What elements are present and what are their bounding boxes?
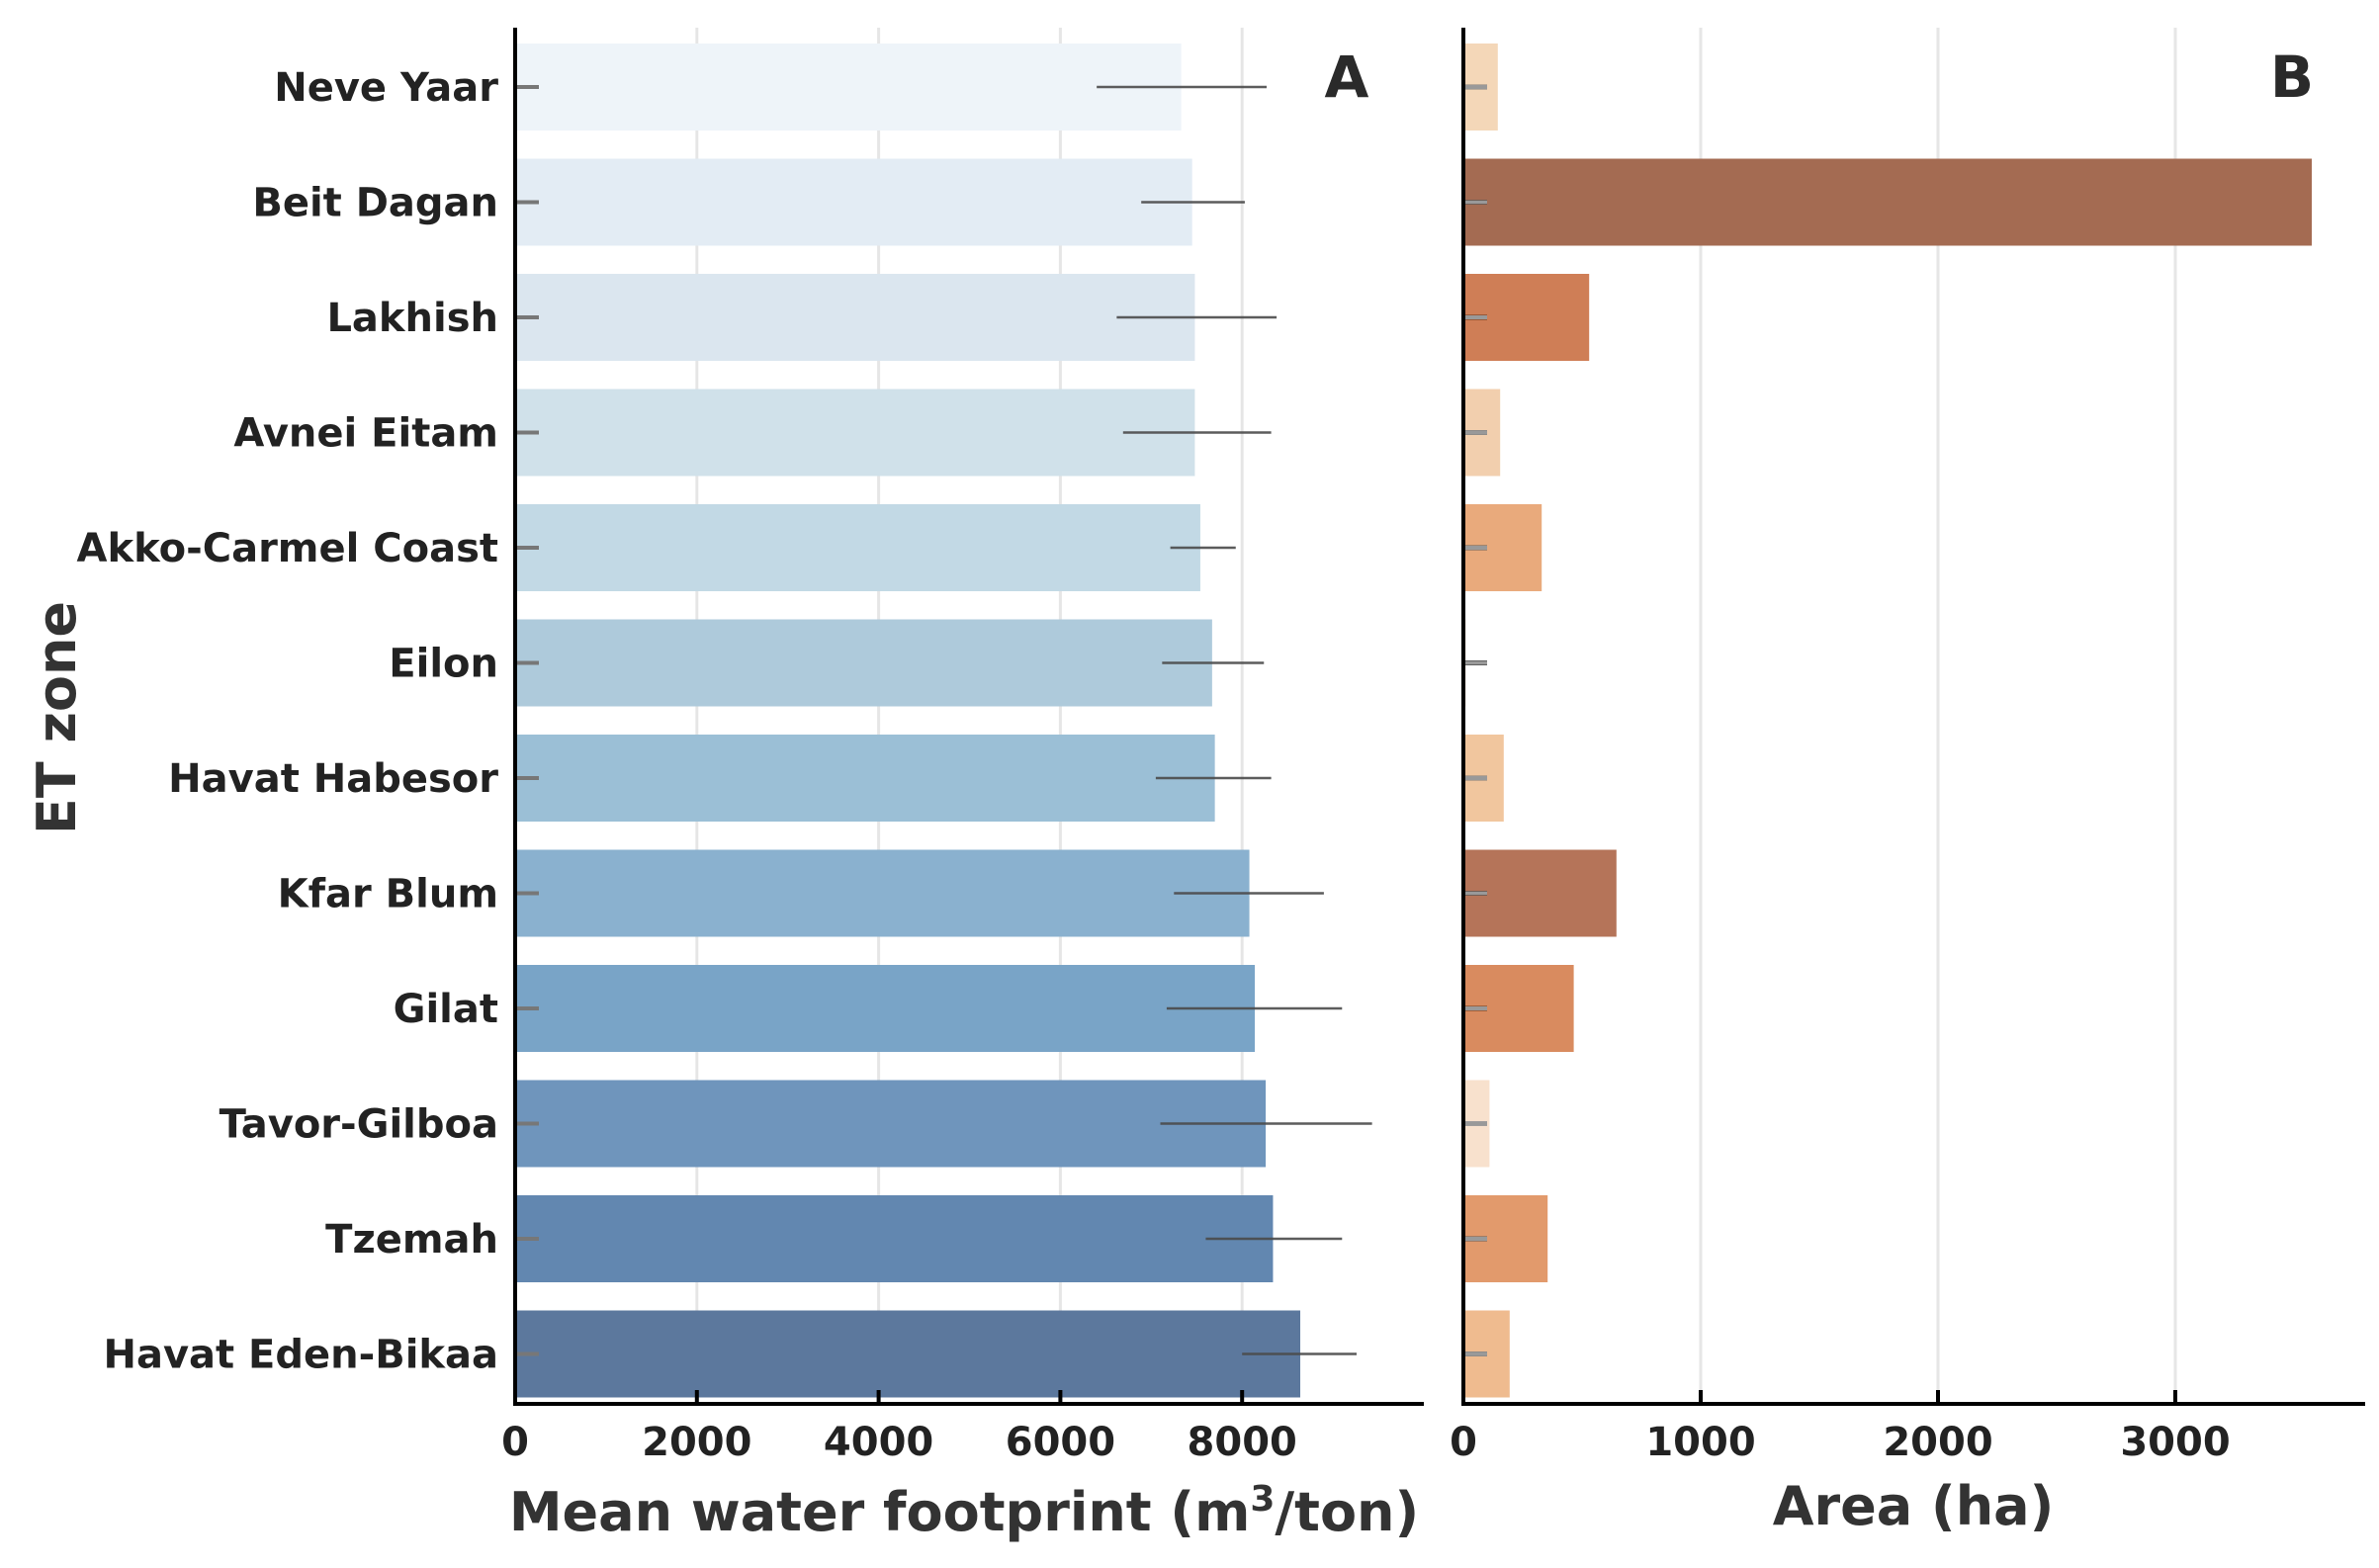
- category-label-tzemah: Tzemah: [325, 1217, 498, 1263]
- panel-a-bar-beit-dagan: [515, 158, 1192, 246]
- panel-a-category-labels: Neve Yaar Beit Dagan Lakhish Avnei Eitam Akk…: [77, 65, 499, 1378]
- panel-a-bar-neve-yaar: [515, 44, 1182, 131]
- panel-a-gridlines: [695, 28, 1244, 1404]
- panel-a-x-tick-label: 2000: [642, 1420, 751, 1465]
- panel-a-x-tick-label: 8000: [1188, 1420, 1297, 1465]
- panel-b-bars: [1463, 44, 2312, 1398]
- category-label-eilon: Eilon: [389, 642, 498, 687]
- panel-a-x-axis-title-end: /ton): [1275, 1481, 1419, 1543]
- panel-a-bar-tzemah: [515, 1195, 1274, 1282]
- category-label-avnei-eitam: Avnei Eitam: [233, 411, 498, 457]
- panel-a-error-bars: [1097, 85, 1372, 1355]
- panel-b-bar-kfar-blum: [1463, 849, 1617, 937]
- panel-a-bar-avnei-eitam: [515, 389, 1195, 477]
- category-label-havat-eden-bikaa: Havat Eden-Bikaa: [103, 1333, 498, 1378]
- panel-a-bar-tavor-gilboa: [515, 1080, 1267, 1168]
- panel-b-bar-beit-dagan: [1463, 158, 2312, 246]
- category-label-akko-carmel-coast: Akko-Carmel Coast: [77, 526, 498, 571]
- category-label-neve-yaar: Neve Yaar: [274, 65, 498, 111]
- panel-a-bar-havat-eden-bikaa: [515, 1310, 1301, 1398]
- panel-b-gridlines: [1699, 28, 2177, 1404]
- panel-b-x-tick-label: 1000: [1645, 1420, 1755, 1465]
- panel-a-bar-kfar-blum: [515, 849, 1250, 937]
- panel-a-x-tick-label: 4000: [824, 1420, 933, 1465]
- panel-b-letter: B: [2270, 44, 2314, 111]
- category-label-beit-dagan: Beit Dagan: [252, 181, 498, 226]
- panel-a-x-tick-label: 0: [501, 1420, 529, 1465]
- panel-a-ticks: 0 2000 4000 6000 8000: [501, 85, 1297, 1465]
- panel-a-bar-eilon: [515, 619, 1212, 707]
- category-label-havat-habesor: Havat Habesor: [168, 756, 498, 802]
- panel-a-x-axis-title-main: Mean water footprint (m: [509, 1481, 1251, 1543]
- category-label-tavor-gilboa: Tavor-Gilboa: [220, 1102, 498, 1148]
- panel-b-x-tick-label: 2000: [1883, 1420, 1992, 1465]
- panel-a-x-axis-title: Mean water footprint (m3/ton): [509, 1479, 1419, 1543]
- panel-a-bars: [515, 44, 1301, 1398]
- panel-a-water-footprint: 0 2000 4000 6000 8000 Neve Yaar Beit Dagan Lak…: [26, 28, 1424, 1543]
- panel-b-area: 0 1000 2000 3000 B Area (ha): [1450, 28, 2365, 1537]
- panel-a-letter: A: [1325, 44, 1369, 111]
- panel-a-bar-gilat: [515, 965, 1256, 1052]
- panel-b-ticks: 0 1000 2000 3000: [1450, 85, 2231, 1465]
- panel-a-bar-havat-habesor: [515, 735, 1215, 822]
- panel-a-bar-lakhish: [515, 274, 1195, 361]
- panel-a-x-tick-label: 6000: [1006, 1420, 1115, 1465]
- panel-b-x-axis-title: Area (ha): [1773, 1475, 2055, 1537]
- category-label-kfar-blum: Kfar Blum: [278, 872, 498, 917]
- panel-a-bar-akko-carmel-coast: [515, 504, 1200, 591]
- panel-a-y-axis-title: ET zone: [26, 601, 88, 834]
- category-label-gilat: Gilat: [394, 987, 498, 1032]
- panel-a-x-axis-title-superscript: 3: [1250, 1479, 1275, 1520]
- panel-b-x-tick-label: 0: [1450, 1420, 1477, 1465]
- category-label-lakhish: Lakhish: [326, 296, 498, 341]
- panel-b-x-tick-label: 3000: [2120, 1420, 2230, 1465]
